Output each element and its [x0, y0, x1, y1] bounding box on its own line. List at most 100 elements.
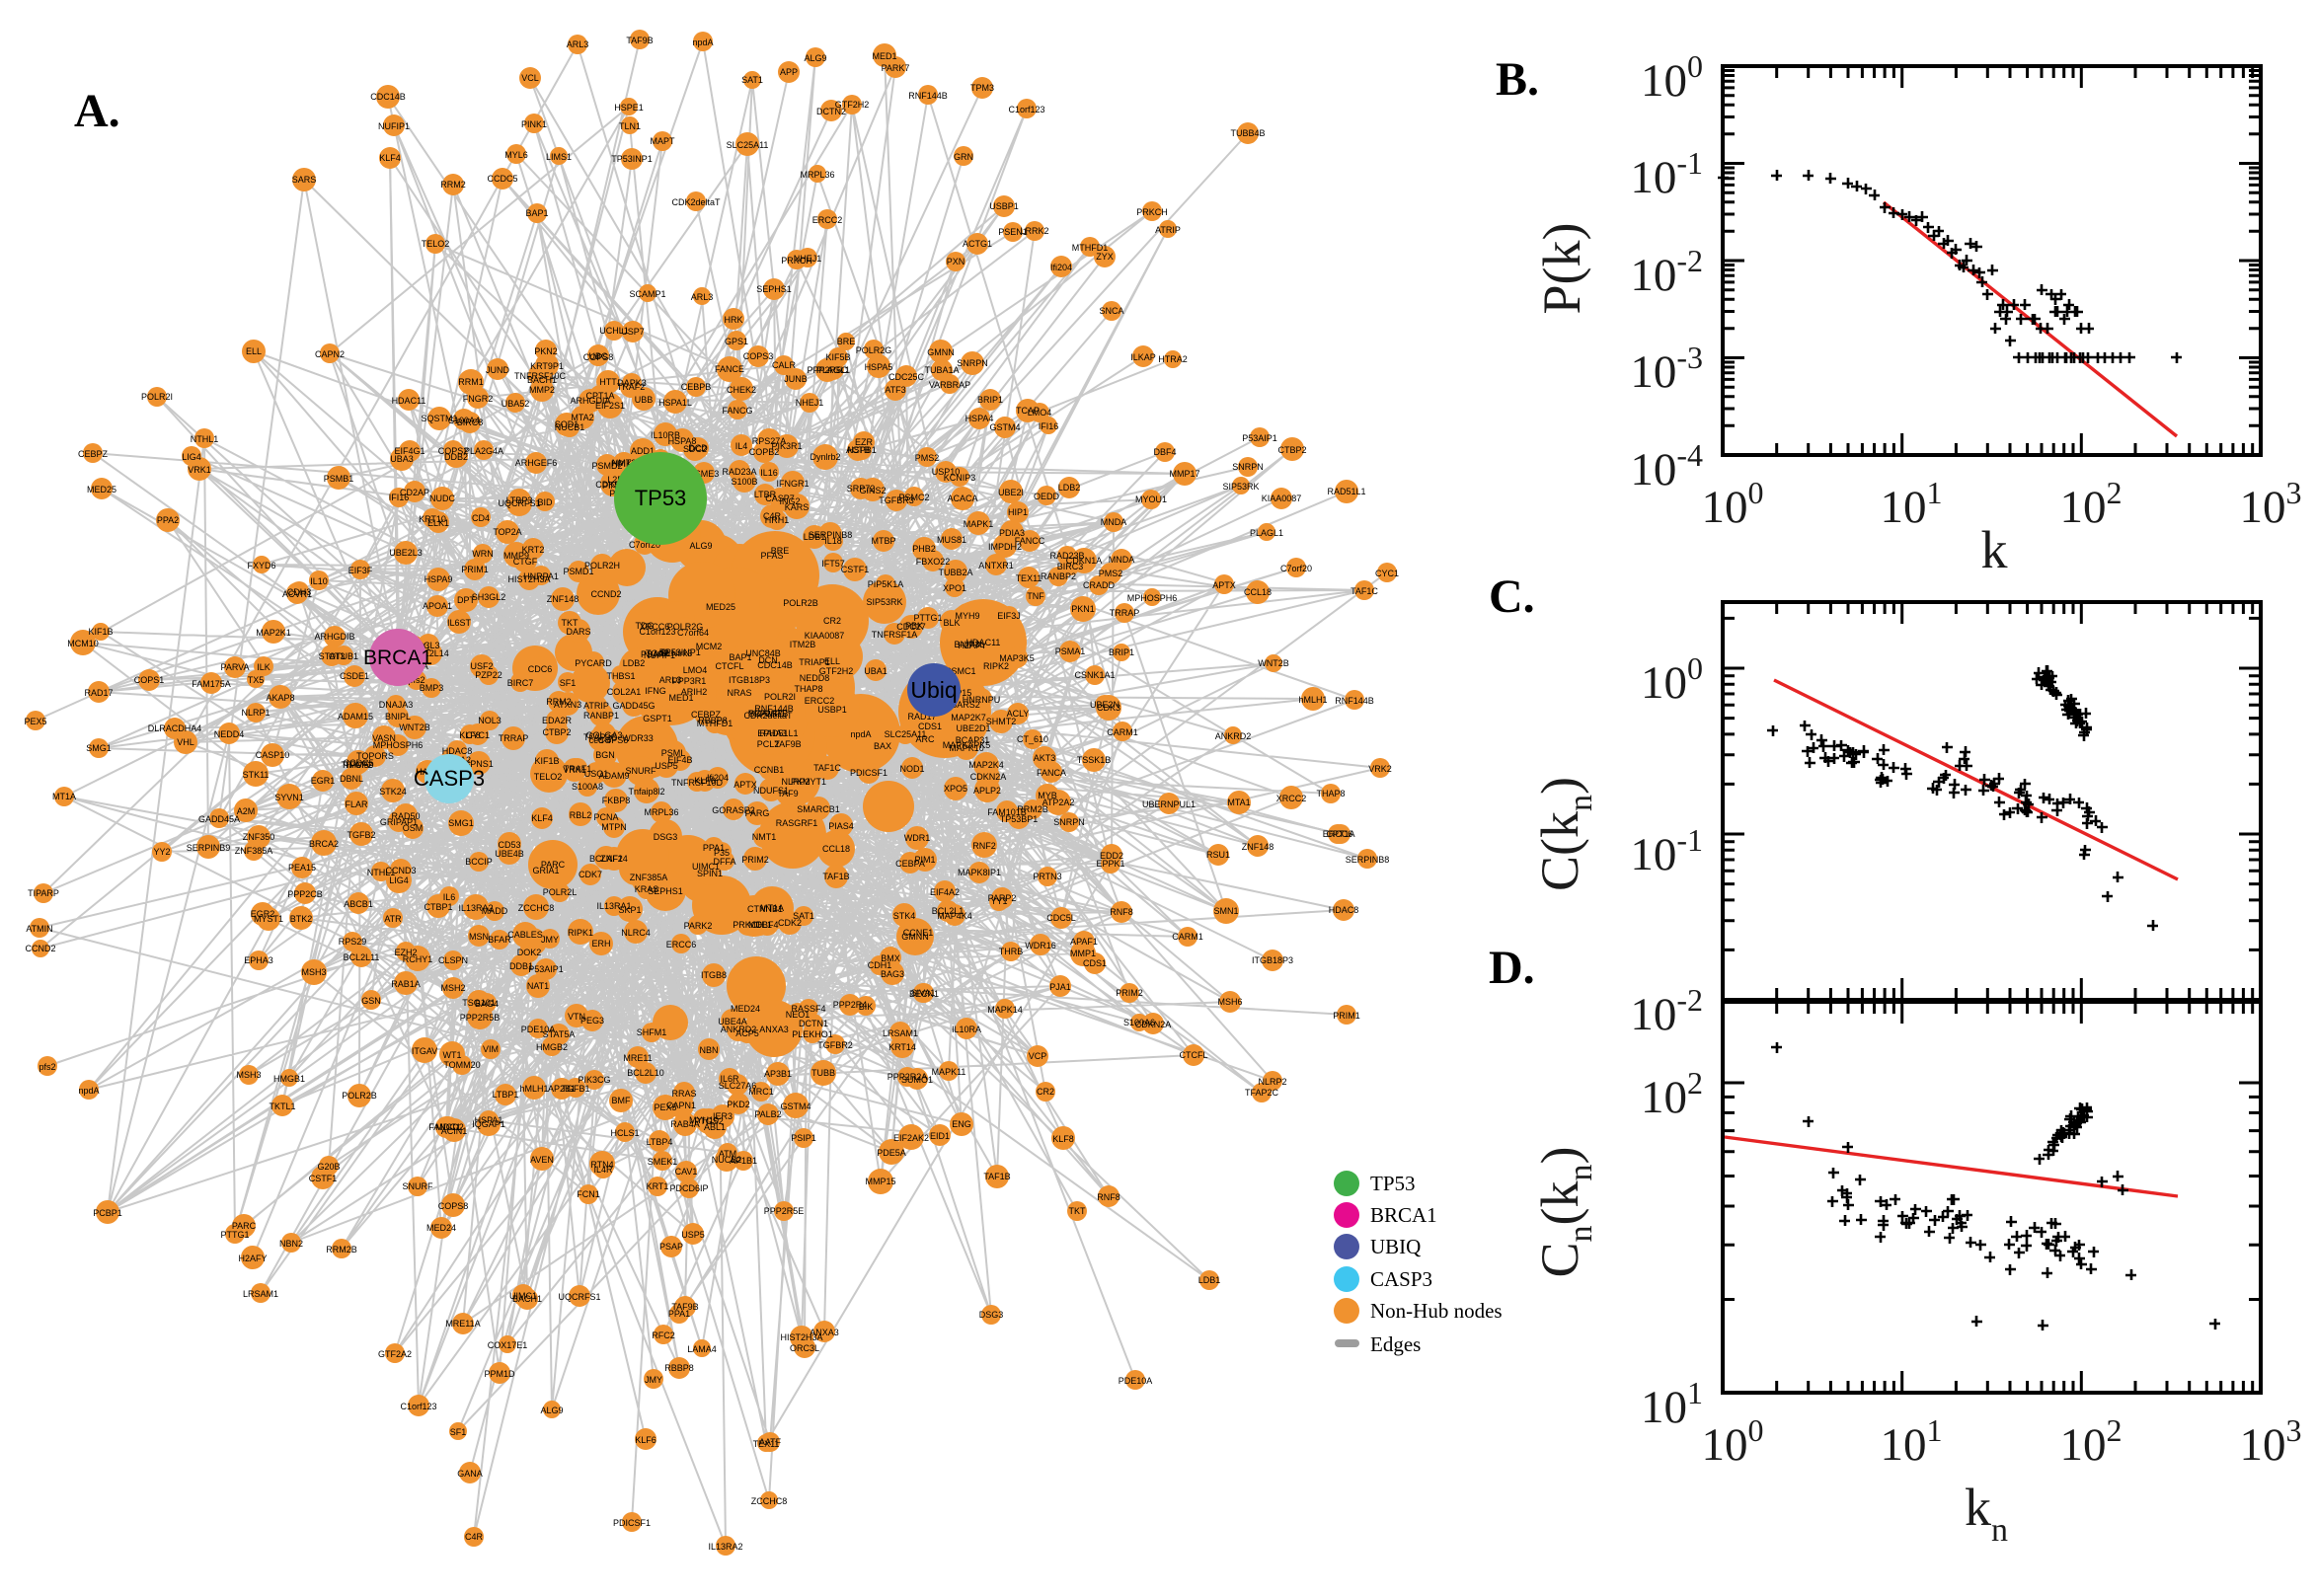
svg-text:TUBB: TUBB [811, 1068, 835, 1078]
svg-text:HCLS1: HCLS1 [610, 1128, 639, 1138]
svg-text:SHFM1: SHFM1 [637, 1027, 667, 1037]
svg-text:XPO1: XPO1 [943, 583, 966, 593]
svg-text:RAD51L1: RAD51L1 [759, 728, 798, 738]
svg-text:TUBA1A: TUBA1A [924, 365, 959, 375]
svg-text:SLNtrk3: SLNtrk3 [660, 648, 693, 658]
svg-text:TIMM50: TIMM50 [341, 760, 373, 770]
svg-text:POLR2L: POLR2L [543, 887, 578, 897]
svg-text:hMLH1: hMLH1 [1298, 695, 1327, 705]
svg-text:KLF4: KLF4 [379, 153, 401, 163]
svg-text:VRK1: VRK1 [563, 765, 586, 775]
svg-text:NMT2: NMT2 [612, 458, 637, 468]
svg-text:LRSAM1: LRSAM1 [883, 1028, 918, 1038]
svg-text:HRK: HRK [724, 315, 742, 325]
svg-text:FANCC: FANCC [1015, 536, 1045, 546]
svg-text:ATR: ATR [384, 914, 402, 924]
svg-text:USBP1: USBP1 [817, 705, 847, 715]
svg-text:CARM1: CARM1 [1172, 932, 1203, 942]
svg-text:ZYX: ZYX [1096, 252, 1114, 262]
svg-text:RFC2: RFC2 [652, 1330, 675, 1340]
svg-text:PPA1: PPA1 [668, 1309, 690, 1319]
svg-text:TRAF1: TRAF1 [564, 764, 592, 774]
svg-text:npdA: npdA [78, 1086, 99, 1096]
svg-text:UBE2L3: UBE2L3 [389, 548, 423, 558]
svg-text:S100A6: S100A6 [1123, 1018, 1155, 1027]
svg-text:MMP9: MMP9 [503, 551, 529, 561]
svg-text:FBXO22: FBXO22 [916, 557, 951, 567]
svg-text:C(kn): C(kn) [1530, 777, 1599, 891]
svg-text:PPP2R2A: PPP2R2A [888, 1072, 928, 1082]
svg-text:PRIM1: PRIM1 [1333, 1011, 1360, 1021]
svg-text:GADD45G: GADD45G [612, 701, 655, 711]
svg-text:C1orf123: C1orf123 [400, 1402, 436, 1411]
svg-text:PMS2: PMS2 [1099, 569, 1123, 578]
svg-text:PDIA3: PDIA3 [999, 528, 1025, 538]
svg-text:NEO1: NEO1 [786, 1010, 811, 1020]
svg-text:EDD2: EDD2 [1100, 851, 1123, 861]
svg-text:MSH3: MSH3 [301, 967, 326, 977]
svg-text:VARBRAP: VARBRAP [929, 380, 970, 390]
svg-text:Ifi204: Ifi204 [707, 773, 729, 783]
svg-text:CEBPZ: CEBPZ [691, 710, 722, 720]
svg-text:ATRIP: ATRIP [583, 701, 609, 711]
svg-text:COPS2: COPS2 [438, 446, 469, 456]
svg-text:AKT3: AKT3 [1034, 753, 1056, 763]
svg-text:FNGR2: FNGR2 [463, 394, 494, 404]
svg-text:P53AIP1: P53AIP1 [528, 964, 564, 974]
svg-text:CDC27: CDC27 [896, 622, 926, 632]
svg-text:ITM2B: ITM2B [790, 640, 816, 649]
svg-text:SRP72: SRP72 [847, 484, 876, 494]
svg-text:WDR1: WDR1 [904, 833, 931, 843]
svg-text:PHB2: PHB2 [912, 544, 936, 554]
svg-text:MED25: MED25 [87, 485, 116, 494]
svg-text:LRSAM1: LRSAM1 [243, 1289, 278, 1299]
svg-text:ACVR1: ACVR1 [282, 589, 312, 599]
svg-text:HMGB2: HMGB2 [536, 1042, 568, 1052]
svg-text:AP1B1: AP1B1 [730, 1156, 757, 1166]
svg-text:LTBP3: LTBP3 [506, 495, 533, 505]
svg-text:CASP7: CASP7 [765, 494, 795, 503]
svg-text:PSEN1: PSEN1 [998, 227, 1028, 237]
svg-text:NAT1: NAT1 [527, 981, 549, 991]
svg-text:LDB2: LDB2 [1058, 483, 1081, 493]
svg-text:KARS: KARS [785, 502, 810, 512]
svg-text:HSPB1: HSPB1 [847, 445, 877, 455]
svg-text:GTF2H2: GTF2H2 [819, 666, 854, 676]
svg-text:MAPK14: MAPK14 [987, 1005, 1023, 1015]
svg-text:NRAS: NRAS [727, 688, 751, 698]
svg-text:ILK: ILK [257, 662, 270, 672]
svg-text:VCL: VCL [521, 73, 539, 83]
svg-text:ZCCHC8: ZCCHC8 [751, 1496, 788, 1506]
svg-text:COX17E1: COX17E1 [488, 1340, 528, 1350]
svg-text:MAP2K4: MAP2K4 [968, 760, 1004, 770]
svg-text:HDAC8: HDAC8 [1329, 905, 1359, 915]
svg-text:PFAS: PFAS [760, 551, 783, 561]
svg-text:HMGB1: HMGB1 [273, 1074, 305, 1084]
svg-text:NBN2: NBN2 [279, 1239, 303, 1249]
svg-text:FAM175A: FAM175A [192, 679, 231, 689]
svg-text:CCDC5: CCDC5 [343, 758, 373, 768]
svg-text:PINK1: PINK1 [521, 119, 547, 129]
svg-text:GMNN: GMNN [901, 932, 929, 942]
svg-text:TCAP: TCAP [646, 648, 669, 658]
svg-text:H2AFY: H2AFY [238, 1254, 267, 1263]
svg-text:CCND2: CCND2 [590, 589, 621, 599]
svg-text:RAD50: RAD50 [391, 811, 420, 821]
svg-text:MTPN: MTPN [601, 822, 627, 832]
svg-text:MSN: MSN [469, 932, 489, 942]
svg-text:SPNS1: SPNS1 [464, 759, 494, 769]
svg-text:ERCC2: ERCC2 [805, 696, 835, 706]
svg-text:k: k [1981, 520, 2008, 579]
svg-text:IL10RA: IL10RA [952, 1025, 981, 1034]
svg-text:COL2A1: COL2A1 [607, 687, 642, 697]
svg-text:PTTG1: PTTG1 [220, 1230, 249, 1240]
svg-text:NUFIP1: NUFIP1 [378, 121, 410, 131]
svg-text:TSSK1B: TSSK1B [1077, 755, 1112, 765]
svg-text:USO1: USO1 [584, 769, 609, 779]
svg-text:BAG3: BAG3 [881, 969, 904, 979]
svg-text:BCL2L10: BCL2L10 [627, 1068, 664, 1078]
svg-text:TFCP2: TFCP2 [345, 760, 373, 770]
svg-text:BIRC8: BIRC8 [457, 418, 484, 427]
svg-text:NOD1: NOD1 [899, 764, 924, 774]
svg-text:BCL2L14: BCL2L14 [412, 648, 449, 658]
